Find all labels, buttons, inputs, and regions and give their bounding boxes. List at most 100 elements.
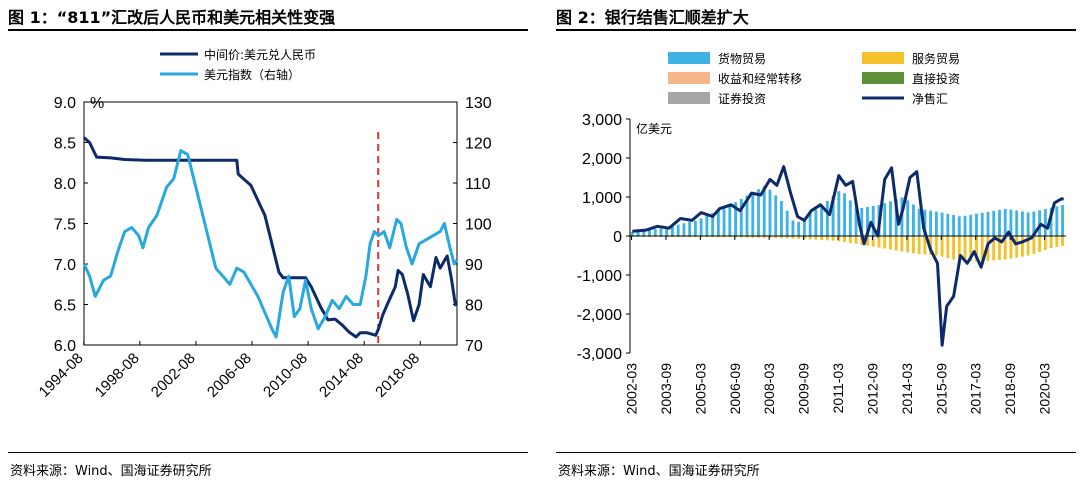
services-trade-bar [757,236,760,238]
services-trade-bar [780,236,783,239]
services-trade-bar [866,236,869,246]
x-axis-tick-label: 2011-03 [830,363,846,414]
services-trade-bar [871,236,875,247]
services-trade-bar [952,236,955,260]
services-trade-bar [1038,236,1042,252]
services-trade-bar [751,236,755,238]
services-trade-bar [923,236,927,255]
goods-trade-bar [780,200,783,236]
goods-trade-bar [642,230,646,236]
goods-trade-bar [883,203,887,236]
services-trade-bar [711,236,715,238]
left-axis-tick-label: 9.0 [54,95,76,112]
y-axis-tick-label: -1,000 [577,268,622,285]
services-trade-bar [785,236,789,239]
goods-trade-bar [636,231,640,236]
services-trade-bar [825,236,829,241]
services-trade-bar [722,236,726,238]
goods-trade-bar [998,209,1001,236]
goods-trade-bar [791,220,795,236]
services-trade-bar [808,236,812,240]
services-trade-bar [1020,236,1024,257]
goods-trade-bar [711,213,715,236]
goods-trade-bar [889,201,892,236]
goods-trade-bar [1003,208,1007,236]
goods-trade-bar [745,195,749,236]
goods-trade-bar [934,211,938,236]
goods-trade-bar [728,205,732,236]
goods-trade-bar [854,207,858,236]
goods-trade-bar [734,202,737,236]
goods-trade-bar [785,210,789,236]
goods-trade-bar [797,221,801,236]
services-trade-bar [797,236,801,239]
goods-trade-bar [917,208,921,236]
services-trade-bar [883,236,887,249]
legend-label: 净售汇 [912,91,948,106]
services-trade-bar [705,236,709,238]
goods-trade-bar [1038,210,1042,236]
services-trade-bar [906,236,910,253]
goods-trade-bar [975,213,978,236]
services-trade-bar [1055,236,1059,247]
goods-trade-bar [986,211,990,236]
goods-trade-bar [969,214,973,236]
goods-trade-bar [906,200,910,236]
left-source-note: 资料来源：Wind、国海证券研究所 [10,464,212,479]
services-trade-bar [837,236,841,242]
goods-trade-bar [1055,206,1059,236]
services-trade-bar [693,236,697,238]
services-trade-bar [963,236,967,262]
right-axis-tick-label: 70 [465,338,483,355]
x-axis-tick-label: 2003-09 [658,363,674,415]
services-trade-bar [1026,236,1030,256]
goods-trade-bar [693,220,697,236]
goods-trade-bar [1049,207,1053,236]
goods-trade-bar [676,224,680,236]
right-bar-chart: 3,000 2,000 1,000 0 -1,000 -2,000 -3,000 亿美元 200… [577,51,1066,415]
services-trade-bar [1009,236,1013,259]
goods-trade-bar [665,227,669,236]
services-trade-bar [1032,236,1036,254]
left-axis-tick-label: 7.0 [54,257,76,274]
legend-label: 收益和经常转移 [718,71,802,86]
y-axis-unit: 亿美元 [636,121,672,136]
usdcny-fixing-line [83,136,458,339]
y-axis-tick-label: -3,000 [577,346,622,363]
x-axis-tick-label: 2008-03 [761,363,777,415]
goods-trade-bar [1020,211,1024,236]
right-axis-tick-label: 110 [465,176,491,193]
legend-label: 货物贸易 [718,51,766,66]
goods-trade-bar [831,196,835,236]
goods-trade-bar [699,218,703,236]
services-trade-bar [1061,236,1064,246]
right-chart-title: 图 2：银行结售汇顺差扩大 [556,8,749,27]
goods-trade-bar [860,207,864,236]
goods-trade-bar [866,206,869,236]
services-trade-bar [843,236,846,243]
services-trade-bar [831,236,835,241]
goods-trade-bar [705,215,709,236]
goods-trade-bar [682,223,686,236]
left-axis-tick-label: 8.0 [54,176,76,193]
goods-trade-bar [946,213,950,236]
goods-trade-bar [980,212,984,236]
goods-trade-bar [992,210,996,236]
services-trade-bar [820,236,824,241]
services-trade-bar [911,236,915,254]
services-trade-bar [699,236,703,238]
goods-trade-bar [825,200,829,236]
goods-trade-bar [848,200,852,236]
services-trade-bar [1043,236,1047,251]
legend-label: 中间价:美元兑人民币 [204,47,316,62]
legend-label: 直接投资 [912,71,960,86]
right-axis-tick-label: 100 [465,217,492,234]
services-trade-bar [940,236,944,257]
goods-trade-bar [923,209,927,236]
goods-trade-bar [757,189,760,236]
services-trade-bar [980,236,984,262]
services-trade-bar [734,236,737,238]
goods-trade-bar [963,215,967,236]
x-axis-tick-label: 2002-03 [624,363,640,415]
legend-label: 服务贸易 [912,51,960,66]
